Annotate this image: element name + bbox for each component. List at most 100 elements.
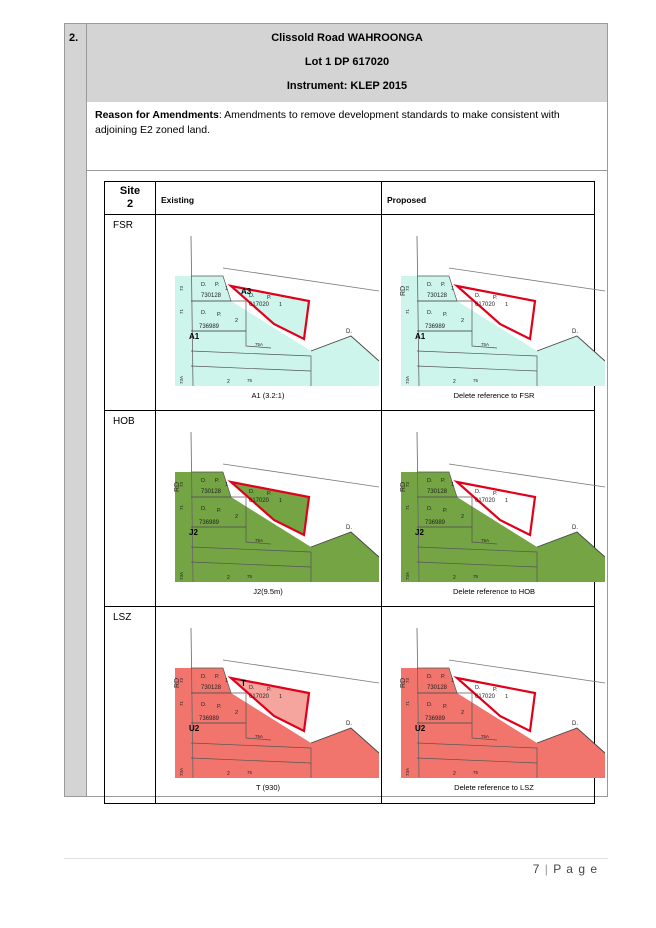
- map-comparison-table: Site 2 Existing Proposed FSR D. P. 1 730128 D…: [104, 181, 606, 804]
- map-label: 1: [279, 302, 282, 308]
- site-number: 2: [126, 198, 134, 210]
- map-label: RD: [174, 678, 181, 688]
- map-label: 2: [235, 514, 238, 520]
- map-label: 2: [227, 575, 230, 581]
- row-label-lsz: LSZ: [113, 612, 132, 623]
- map-label: 73A: [179, 376, 184, 384]
- map-label: P.: [215, 282, 220, 288]
- map-label: RD: [174, 482, 181, 492]
- map-label: 73: [179, 481, 184, 487]
- site-boundary: [227, 676, 311, 733]
- map-label: 1: [451, 482, 454, 488]
- proposed-map-frame: D. P. 1 730128 D. P. 2 736989 D. P. 1 617020 D. 75A 75…: [387, 627, 606, 779]
- map-label: 730128: [427, 293, 448, 299]
- map-label: U2: [189, 724, 200, 733]
- existing-map-frame: D. P. 1 730128 D. P. 2 736989 D. P. 1 617020 D. 75A 75…: [161, 627, 380, 779]
- map-label: 617020: [249, 498, 270, 504]
- map-label: 736989: [425, 520, 446, 526]
- map-label: 71: [405, 308, 410, 314]
- item-title: Clissold Road WAHROONGA: [271, 32, 423, 44]
- item-instrument: Instrument: KLEP 2015: [286, 80, 408, 92]
- map-label: 1: [451, 678, 454, 684]
- map-label: 2: [235, 710, 238, 716]
- map-label: 617020: [249, 302, 270, 308]
- map-label: P.: [441, 282, 446, 288]
- map-label: P.: [217, 508, 222, 514]
- map-label: P.: [441, 674, 446, 680]
- map-label: P.: [267, 491, 272, 497]
- map-label: 73: [179, 677, 184, 683]
- map-label: 1: [225, 482, 228, 488]
- map-label: 617020: [249, 694, 270, 700]
- map-label: 1: [505, 694, 508, 700]
- site-boundary: [453, 284, 537, 341]
- map-label: D.: [427, 674, 433, 680]
- map-label: U2: [415, 724, 426, 733]
- map-label: P.: [443, 508, 448, 514]
- map-label: P.: [493, 687, 498, 693]
- map-label: 75A: [481, 342, 489, 347]
- map-label: P.: [441, 478, 446, 484]
- map-label: D.: [201, 674, 207, 680]
- map-label: P.: [267, 295, 272, 301]
- map-label: 736989: [199, 324, 220, 330]
- map-label: RD: [400, 482, 407, 492]
- map-label: D.: [427, 478, 433, 484]
- map-label: 1: [225, 678, 228, 684]
- reason-text: : Amendments to remove development stand…: [95, 109, 560, 136]
- map-label: 75: [473, 574, 479, 579]
- page-word: P a g e: [553, 862, 598, 876]
- map-label: 2: [235, 318, 238, 324]
- map-label: D.: [201, 282, 207, 288]
- map-label: 75: [473, 378, 479, 383]
- site-boundary: [453, 676, 537, 733]
- map-label: 736989: [199, 716, 220, 722]
- map-label: 75A: [255, 342, 263, 347]
- map-label: 730128: [427, 685, 448, 691]
- map-label: 2: [227, 771, 230, 777]
- map-label: 617020: [475, 694, 496, 700]
- existing-caption: T (930): [255, 783, 281, 792]
- map-label: 1: [279, 498, 282, 504]
- map-label: 75: [473, 770, 479, 775]
- map-label: T: [241, 679, 246, 688]
- map-label: 73A: [405, 572, 410, 580]
- site-boundary: [453, 480, 537, 537]
- map-label: A3: [241, 287, 252, 296]
- site-boundary: [227, 480, 311, 537]
- existing-caption: J2(9.5m): [253, 587, 283, 596]
- existing-map-frame: D. P. 1 730128 D. P. 2 736989 D. P. 1 617020 D. 75A 75…: [161, 235, 380, 387]
- map-label: 73A: [179, 768, 184, 776]
- map-label: RD: [400, 286, 407, 296]
- map-label: D.: [572, 721, 578, 727]
- map-label: 75: [247, 574, 253, 579]
- map-label: 617020: [475, 498, 496, 504]
- map-label: 730128: [427, 489, 448, 495]
- map-label: 71: [405, 504, 410, 510]
- map-label: 1: [225, 286, 228, 292]
- map-label: 1: [505, 498, 508, 504]
- map-label: 2: [453, 771, 456, 777]
- map-label: P.: [493, 491, 498, 497]
- map-label: 73: [405, 677, 410, 683]
- map-label: 2: [227, 379, 230, 385]
- map-label: P.: [443, 312, 448, 318]
- map-label: 75A: [255, 734, 263, 739]
- proposed-caption: Delete reference to LSZ: [454, 783, 534, 792]
- map-label: 73: [405, 285, 410, 291]
- map-label: D.: [249, 489, 255, 495]
- map-label: D.: [249, 293, 255, 299]
- map-label: 2: [461, 710, 464, 716]
- map-label: RD: [400, 678, 407, 688]
- map-label: D.: [249, 685, 255, 691]
- map-label: 75A: [481, 734, 489, 739]
- map-label: 2: [461, 318, 464, 324]
- map-label: D.: [572, 525, 578, 531]
- map-label: 730128: [201, 293, 222, 299]
- map-label: P.: [215, 478, 220, 484]
- existing-header: Existing: [161, 195, 195, 205]
